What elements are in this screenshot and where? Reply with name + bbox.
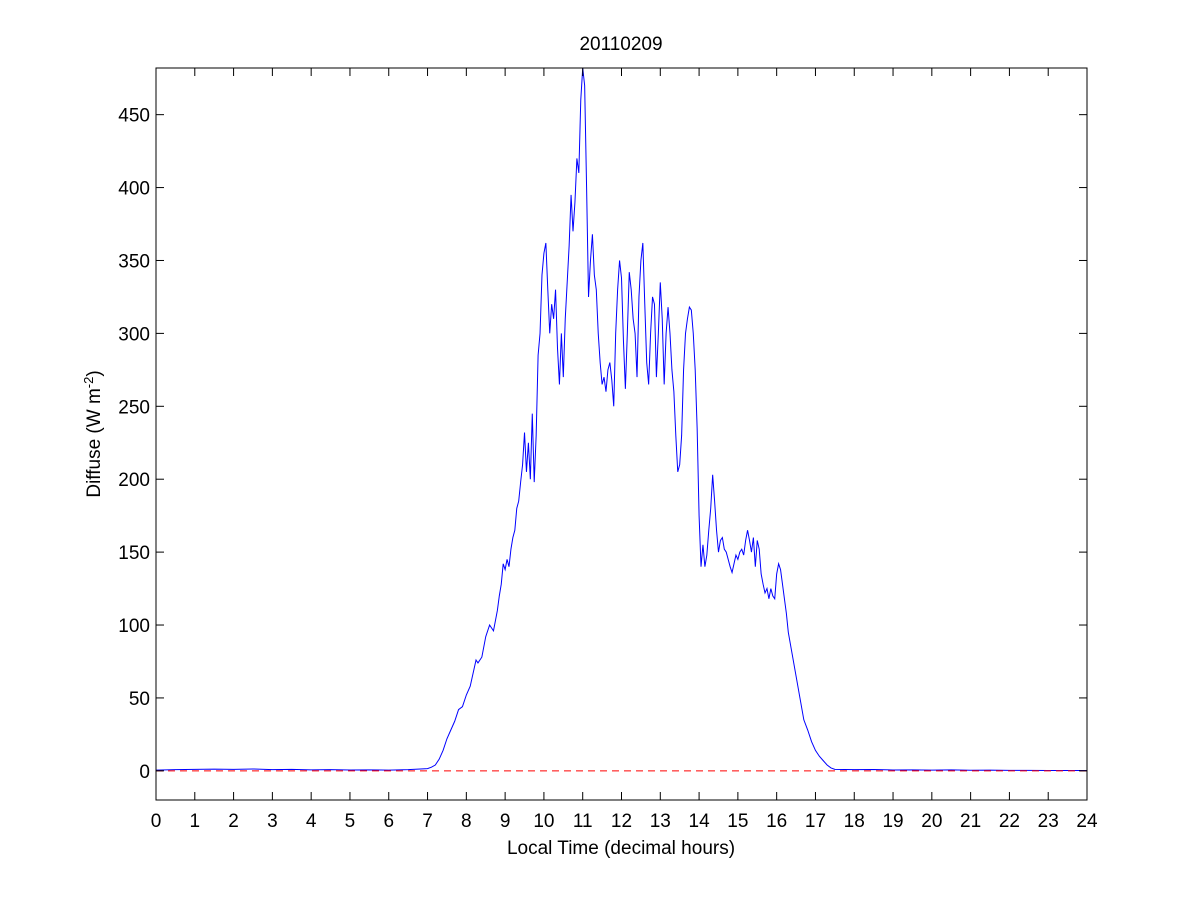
x-tick-label: 20 (921, 811, 942, 832)
y-tick-label: 400 (118, 179, 150, 200)
x-tick-label: 21 (960, 811, 981, 832)
x-tick-label: 0 (151, 811, 162, 832)
y-axis-label-close: ) (84, 370, 105, 376)
chart-title: 20110209 (579, 34, 662, 55)
x-tick-label: 5 (345, 811, 356, 832)
x-tick-label: 15 (727, 811, 748, 832)
x-tick-label: 10 (533, 811, 554, 832)
x-tick-label: 4 (306, 811, 317, 832)
x-axis-label: Local Time (decimal hours) (507, 838, 735, 859)
x-tick-label: 9 (500, 811, 511, 832)
y-tick-label: 150 (118, 543, 150, 564)
y-tick-label: 100 (118, 616, 150, 637)
x-tick-label: 17 (805, 811, 826, 832)
x-tick-label: 14 (689, 811, 711, 832)
x-tick-label: 1 (190, 811, 201, 832)
x-tick-label: 24 (1076, 811, 1098, 832)
x-tick-label: 6 (383, 811, 394, 832)
x-tick-label: 7 (422, 811, 433, 832)
y-axis-label: Diffuse (W m-2) (81, 370, 105, 497)
y-tick-label: 350 (118, 251, 150, 272)
x-tick-label: 18 (844, 811, 865, 832)
x-tick-label: 19 (882, 811, 903, 832)
x-tick-label: 11 (573, 811, 593, 832)
y-tick-label: 300 (118, 324, 150, 345)
x-tick-label: 13 (650, 811, 671, 832)
x-tick-label: 16 (766, 811, 787, 832)
x-tick-label: 22 (999, 811, 1020, 832)
y-axis-label-superscript: -2 (81, 377, 96, 389)
y-tick-label: 250 (118, 397, 150, 418)
y-axis-label-main: Diffuse (W m (84, 388, 105, 497)
x-tick-label: 3 (267, 811, 278, 832)
x-tick-label: 12 (611, 811, 632, 832)
y-tick-label: 450 (118, 106, 150, 127)
x-tick-label: 2 (228, 811, 239, 832)
y-tick-label: 50 (129, 689, 150, 710)
y-tick-label: 200 (118, 470, 150, 491)
y-tick-label: 0 (139, 762, 150, 783)
x-tick-label: 23 (1038, 811, 1059, 832)
diffuse-series-line (156, 68, 1087, 772)
x-tick-label: 8 (461, 811, 472, 832)
